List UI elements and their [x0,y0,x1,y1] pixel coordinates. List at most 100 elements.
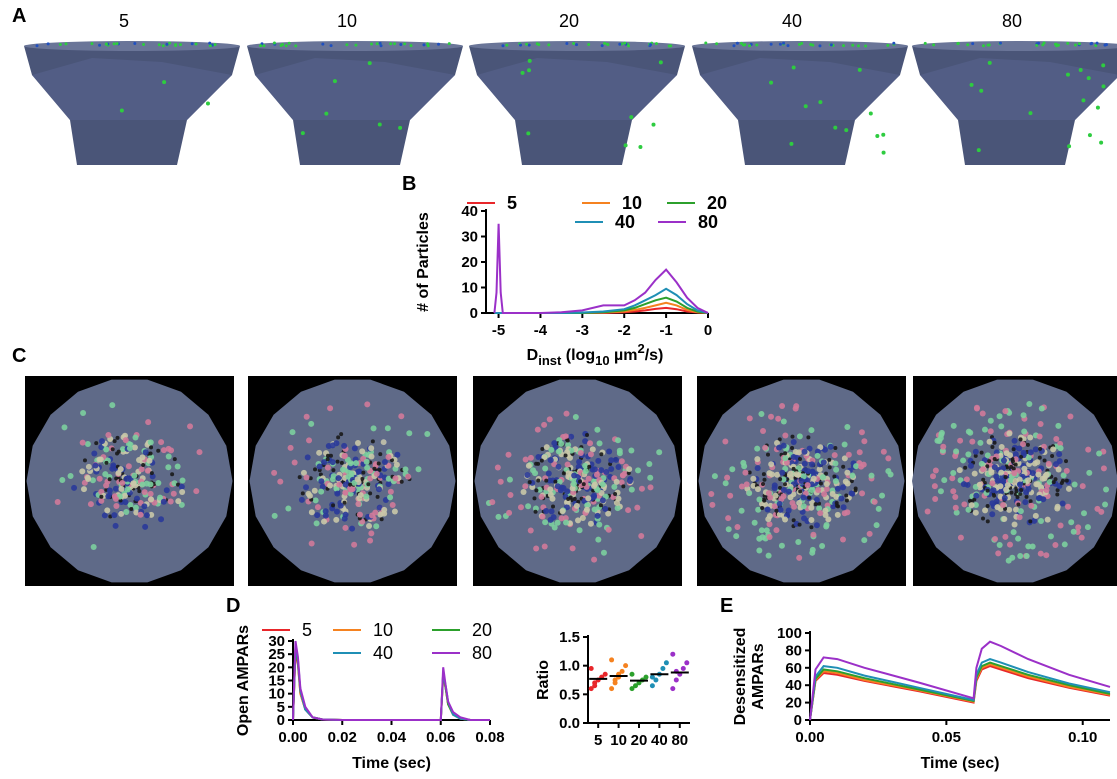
track-dot [762,498,767,503]
track-dot [1020,412,1027,419]
track-dot [163,487,170,494]
particle [856,44,860,48]
track-dot [1023,552,1030,559]
track-dot [968,502,975,509]
track-dot [372,466,377,471]
track-dot [1050,454,1055,459]
track-dot [91,450,98,457]
track-dot [605,526,612,533]
data-point [649,683,655,689]
track-dot [813,496,820,503]
data-point [623,663,629,669]
track-dot [599,481,606,488]
track-dot [1016,445,1023,452]
track-dot [1011,466,1016,471]
track-dot [376,486,383,493]
track-dot [1094,505,1101,512]
track-dot [389,501,396,508]
track-dot [1005,557,1012,564]
track-dot [842,478,849,485]
track-dot [378,452,383,457]
track-dot [573,502,580,509]
track-dot [992,535,999,542]
particle [501,44,505,48]
track-dot [583,506,590,513]
track-dot [722,438,729,445]
track-dot [779,469,786,476]
track-dot [104,507,111,514]
track-dot [1059,500,1066,507]
particle [194,42,198,46]
track-dot [1005,465,1010,470]
track-dot [1027,449,1034,456]
track-dot [59,477,66,484]
track-dot [149,471,154,476]
particle [527,68,532,73]
track-dot [548,508,555,515]
track-dot [809,468,816,475]
track-dot [572,496,577,501]
track-dot [989,480,996,487]
track-dot [106,487,113,494]
track-dot [608,457,615,464]
track-dot [575,517,582,524]
particle [651,122,656,127]
track-dot [646,460,653,467]
track-dot [844,498,849,503]
track-dot [1085,446,1092,453]
track-dot [1079,483,1086,490]
track-dot [1015,535,1022,542]
track-dot [575,463,582,470]
track-dot [861,438,868,445]
particle [1081,98,1086,103]
track-dot [827,443,834,450]
track-dot [406,430,413,437]
track-dot [79,439,86,446]
y-tick-label: 20 [268,659,285,676]
spine-render [24,41,240,165]
track-dot [1006,430,1013,437]
particle [1078,67,1083,72]
track-dot [600,549,607,556]
track-dot [978,460,985,467]
track-dot [312,497,319,504]
track-dot [1059,480,1064,485]
data-point [663,660,669,666]
track-dot [1054,503,1061,510]
track-dot [924,508,931,515]
particle [178,43,182,47]
track-dot [797,522,802,527]
particle [35,44,39,48]
track-dot [1016,502,1021,507]
track-dot [746,490,753,497]
track-dot [1002,408,1009,415]
track-dot [579,514,586,521]
track-dot [142,449,149,456]
particle [654,42,658,46]
track-dot [982,507,989,514]
particle [447,42,451,46]
track-dot [985,488,990,493]
track-dot [372,509,379,516]
particle [165,42,169,46]
track-dot [987,459,992,464]
track-dot [298,496,305,503]
particle [623,41,627,45]
legend-label: 80 [698,212,718,232]
track-dot [377,511,384,518]
track-dot [97,456,104,463]
label-part: 2 [637,341,644,356]
track-dot [1044,516,1051,523]
track-dot [336,481,343,488]
track-dot [271,469,278,476]
track-dot [979,450,984,455]
track-dot [832,474,837,479]
track-dot [115,469,122,476]
y-tick-label: 40 [461,203,478,220]
particle [987,60,992,65]
particle [851,43,855,47]
particle [1095,41,1099,45]
track-dot [1032,446,1039,453]
track-dot [385,481,392,488]
track-dot [109,402,116,409]
